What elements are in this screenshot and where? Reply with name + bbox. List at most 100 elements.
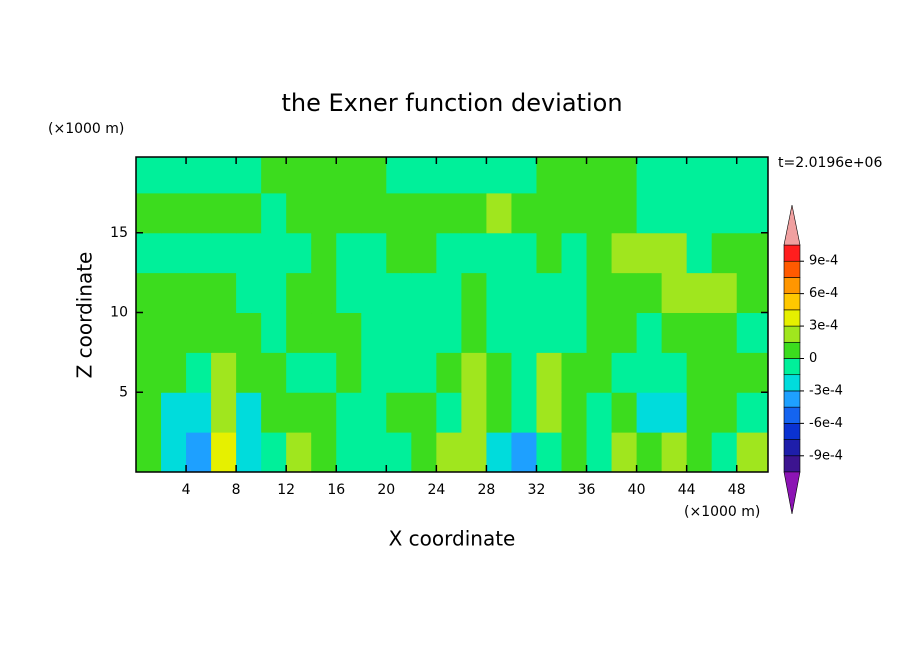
contour-cell — [286, 192, 312, 234]
contour-cell — [511, 312, 537, 353]
contour-cell — [361, 157, 387, 194]
contour-cell — [711, 352, 738, 393]
contour-cell — [411, 352, 437, 393]
contour-cell — [186, 272, 212, 314]
colorbar-box — [783, 423, 801, 440]
contour-cell — [586, 392, 613, 433]
contour-cell — [461, 352, 487, 393]
contour-cell — [611, 352, 638, 393]
contour-cell — [411, 392, 437, 433]
contour-cell — [736, 352, 769, 393]
contour-cell — [661, 392, 688, 433]
contour-cell — [511, 192, 537, 234]
contour-cell — [586, 232, 613, 274]
contour-cell — [361, 352, 387, 393]
contour-cell — [636, 312, 663, 353]
colorbar-extension — [783, 204, 801, 246]
contour-cell — [261, 392, 287, 433]
colorbar-box — [783, 341, 801, 359]
contour-cell — [736, 312, 769, 353]
contour-cell — [636, 232, 663, 274]
contour-cell — [136, 352, 162, 393]
contour-cell — [311, 392, 337, 433]
x-tick-label: 44 — [678, 482, 696, 498]
contour-cell — [511, 352, 537, 393]
contour-cell — [686, 312, 713, 353]
contour-cell — [611, 272, 638, 314]
contour-cell — [386, 352, 412, 393]
contour-cell — [161, 432, 187, 473]
chart-title: the Exner function deviation — [281, 89, 622, 117]
colorbar-box — [783, 277, 801, 294]
contour-cell — [736, 272, 769, 314]
contour-cell — [336, 352, 362, 393]
x-tick-label: 4 — [182, 482, 191, 498]
contour-cell — [636, 392, 663, 433]
contour-cell — [286, 157, 312, 194]
contour-cell — [361, 272, 387, 314]
contour-cell — [711, 392, 738, 433]
contour-cell — [386, 157, 412, 194]
contour-cell — [136, 157, 162, 194]
contour-cell — [186, 232, 212, 274]
colorbar-tick-label: 0 — [809, 351, 817, 366]
x-tick-label: 16 — [327, 482, 345, 498]
x-tick-label: 36 — [578, 482, 596, 498]
y-unit: (×1000 m) — [48, 121, 124, 137]
contour-cell — [311, 272, 337, 314]
contour-cell — [286, 312, 312, 353]
contour-cell — [386, 392, 412, 433]
colorbar-box — [783, 309, 801, 327]
contour-cell — [136, 232, 162, 274]
contour-cell — [661, 232, 688, 274]
contour-cell — [536, 432, 563, 473]
contour-cell — [311, 312, 337, 353]
contour-cell — [436, 432, 462, 473]
contour-cell — [486, 192, 512, 234]
contour-cell — [411, 157, 437, 194]
contour-cell — [736, 232, 769, 274]
contour-cell — [211, 312, 237, 353]
contour-cell — [686, 192, 713, 234]
contour-cell — [486, 272, 512, 314]
contour-cell — [311, 192, 337, 234]
contour-cell — [311, 432, 337, 473]
y-tick-label: 15 — [110, 225, 128, 241]
x-tick-label: 28 — [478, 482, 496, 498]
contour-cell — [361, 192, 387, 234]
contour-cell — [261, 352, 287, 393]
x-tick-label: 48 — [728, 482, 746, 498]
contour-cell — [261, 192, 287, 234]
contour-cell — [411, 432, 437, 473]
contour-cell — [136, 272, 162, 314]
contour-cell — [161, 157, 187, 194]
contour-cell — [536, 157, 563, 194]
contour-cell — [711, 232, 738, 274]
contour-cell — [611, 432, 638, 473]
colorbar-tick-label: -3e-4 — [809, 383, 843, 398]
contour-cell — [211, 272, 237, 314]
contour-cell — [661, 192, 688, 234]
contour-cell — [536, 232, 563, 274]
contour-cell — [386, 192, 412, 234]
contour-cell — [486, 432, 512, 473]
contour-cell — [186, 312, 212, 353]
contour-cell — [161, 192, 187, 234]
contour-cell — [161, 272, 187, 314]
y-tick-label: 5 — [119, 384, 128, 400]
contour-cell — [411, 312, 437, 353]
contour-cell — [661, 432, 688, 473]
contour-cell — [236, 312, 262, 353]
contour-cell — [461, 312, 487, 353]
contour-cell — [711, 272, 738, 314]
contour-cell — [611, 232, 638, 274]
contour-cell — [486, 232, 512, 274]
colorbar-box — [783, 293, 801, 311]
contour-cell — [661, 312, 688, 353]
contour-cell — [286, 272, 312, 314]
contour-cell — [336, 272, 362, 314]
contour-cell — [311, 157, 337, 194]
contour-cell — [561, 352, 588, 393]
contour-cell — [336, 192, 362, 234]
contour-cell — [511, 392, 537, 433]
